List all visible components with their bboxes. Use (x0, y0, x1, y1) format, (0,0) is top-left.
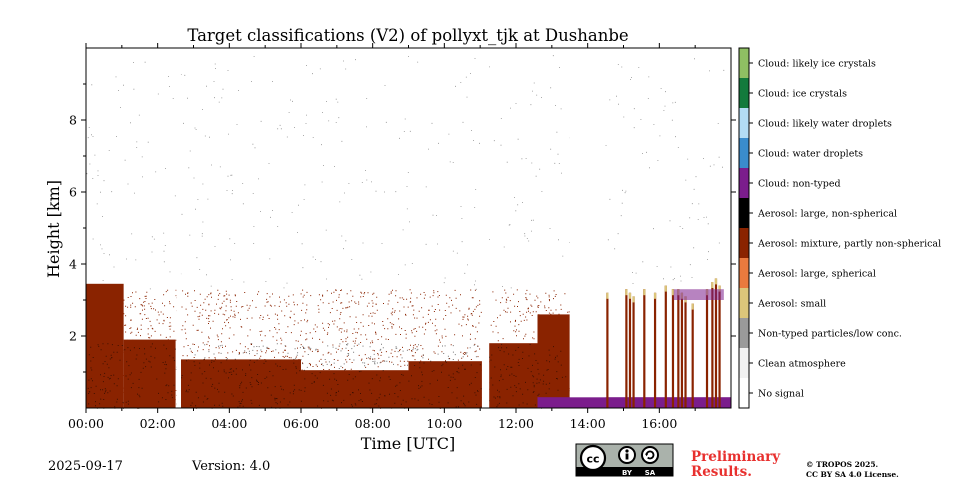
colorbar-label: Aerosol: large, non-spherical (757, 209, 897, 220)
aerosol-segment-6 (537, 314, 570, 408)
preliminary-results-notice: Preliminary Results. (691, 449, 781, 480)
footer-version: Version: 4.0 (191, 459, 270, 474)
svg-text:SA: SA (645, 469, 656, 477)
aerosol-spike-11 (691, 303, 694, 408)
footer-date: 2025-09-17 (48, 459, 123, 474)
colorbar-swatch (739, 318, 749, 348)
colorbar-label: Non-typed particles/low conc. (758, 329, 902, 340)
colorbar-label: Cloud: water droplets (758, 149, 863, 160)
aerosol-spike-4 (643, 289, 646, 408)
colorbar-swatch (739, 198, 749, 228)
aerosol-spike-8 (677, 289, 680, 408)
x-tick-label: 04:00 (211, 416, 247, 431)
x-tick-label: 00:00 (68, 416, 104, 431)
aerosol-spike-6 (664, 285, 667, 408)
colorbar-label: Clean atmosphere (758, 359, 846, 370)
colorbar-swatch (739, 228, 749, 258)
aerosol-spike-12 (705, 289, 709, 408)
copyright-line-1: © TROPOS 2025. (806, 460, 878, 469)
y-tick-label: 4 (69, 257, 77, 272)
aerosol-spike-15 (718, 285, 721, 408)
preliminary-line: Results. (691, 464, 752, 480)
x-tick-label: 16:00 (641, 416, 677, 431)
colorbar-swatch (739, 378, 749, 408)
small-aerosol-cap-15 (718, 285, 721, 292)
small-aerosol-cap-13 (711, 282, 714, 288)
aerosol-spike-9 (680, 292, 684, 408)
plot-area: 00:00 02:00 04:00 06:00 08:00 10:00 12:00 14:00… (68, 43, 736, 431)
colorbar-label: Cloud: non-typed (758, 179, 841, 190)
small-aerosol-cap-14 (714, 278, 718, 285)
aerosol-spike-5 (653, 292, 657, 408)
colorbar-frame (738, 47, 750, 409)
y-tick-label: 6 (69, 185, 77, 200)
colorbar-swatch (739, 48, 749, 78)
classification-data-layer (86, 48, 731, 409)
chart-title: Target classifications (V2) of pollyxt_t… (187, 26, 628, 45)
aerosol-spike-2 (628, 292, 632, 408)
aerosol-segment-1 (123, 339, 176, 408)
colorbar-swatch (739, 288, 749, 318)
x-tick-label: 06:00 (283, 416, 319, 431)
plot-background (86, 48, 731, 408)
colorbar-swatch (739, 258, 749, 288)
aerosol-spike-3 (632, 296, 635, 408)
cc-license-logo: cc BY SA (575, 443, 674, 477)
colorbar-label: Cloud: likely water droplets (758, 119, 892, 130)
y-axis-ticks: 2 4 6 8 (69, 83, 736, 373)
x-axis-ticks: 00:00 02:00 04:00 06:00 08:00 10:00 12:00 14:00… (68, 43, 696, 431)
colorbar-swatch (739, 348, 749, 378)
colorbar-label: Cloud: ice crystals (758, 89, 847, 100)
aerosol-spike-13 (711, 282, 714, 408)
aerosol-segment-5 (489, 343, 538, 408)
colorbar-label: Aerosol: small (757, 299, 826, 310)
colorbar-label: Aerosol: large, spherical (757, 269, 876, 280)
small-aerosol-cap-4 (643, 289, 646, 296)
x-tick-label: 08:00 (355, 416, 391, 431)
no-signal-gap-0 (176, 48, 181, 408)
y-tick-label: 2 (69, 329, 77, 344)
small-aerosol-cap-11 (691, 303, 694, 310)
cc-icon (579, 444, 607, 472)
colorbar-label: Cloud: likely ice crystals (758, 59, 876, 70)
small-aerosol-cap-5 (653, 292, 657, 299)
svg-text:cc: cc (586, 453, 599, 466)
small-aerosol-cap-7 (671, 289, 675, 296)
copyright-line-2: CC BY SA 4.0 License. (806, 470, 899, 479)
preliminary-line: Preliminary (691, 449, 781, 465)
aerosol-segment-3 (301, 370, 409, 408)
nontyped-cloud-patch (673, 289, 724, 300)
colorbar-legend: Cloud: likely ice crystals Cloud: ice cry… (738, 47, 941, 409)
aerosol-spike-1 (625, 289, 628, 408)
small-aerosol-cap-2 (628, 292, 632, 299)
small-aerosol-cap-1 (625, 289, 628, 296)
x-tick-label: 02:00 (140, 416, 176, 431)
colorbar-swatch (739, 168, 749, 198)
aerosol-spike-10 (684, 296, 687, 408)
no-signal-gap-2 (569, 48, 606, 398)
aerosol-spike-7 (671, 289, 675, 408)
colorbar-label: No signal (758, 389, 804, 400)
colorbar-swatch (739, 138, 749, 168)
aerosol-spike-14 (714, 278, 718, 408)
share-alike-icon (641, 446, 659, 464)
x-tick-label: 14:00 (570, 416, 606, 431)
svg-text:BY: BY (622, 469, 633, 477)
y-axis-label: Height [km] (44, 180, 63, 278)
y-tick-label: 8 (69, 113, 77, 128)
aerosol-spike-0 (606, 292, 609, 408)
colorbar-label: Aerosol: mixture, partly non-spherical (757, 239, 941, 250)
colorbar-swatch (739, 108, 749, 138)
small-aerosol-cap-0 (606, 292, 609, 299)
aerosol-segment-0 (86, 283, 124, 408)
small-aerosol-cap-3 (632, 296, 635, 303)
small-aerosol-cap-6 (664, 285, 667, 292)
no-signal-gap-1 (481, 48, 490, 408)
x-axis-label: Time [UTC] (361, 434, 455, 453)
x-tick-label: 10:00 (426, 416, 462, 431)
x-tick-label: 12:00 (498, 416, 534, 431)
colorbar-swatch (739, 78, 749, 108)
